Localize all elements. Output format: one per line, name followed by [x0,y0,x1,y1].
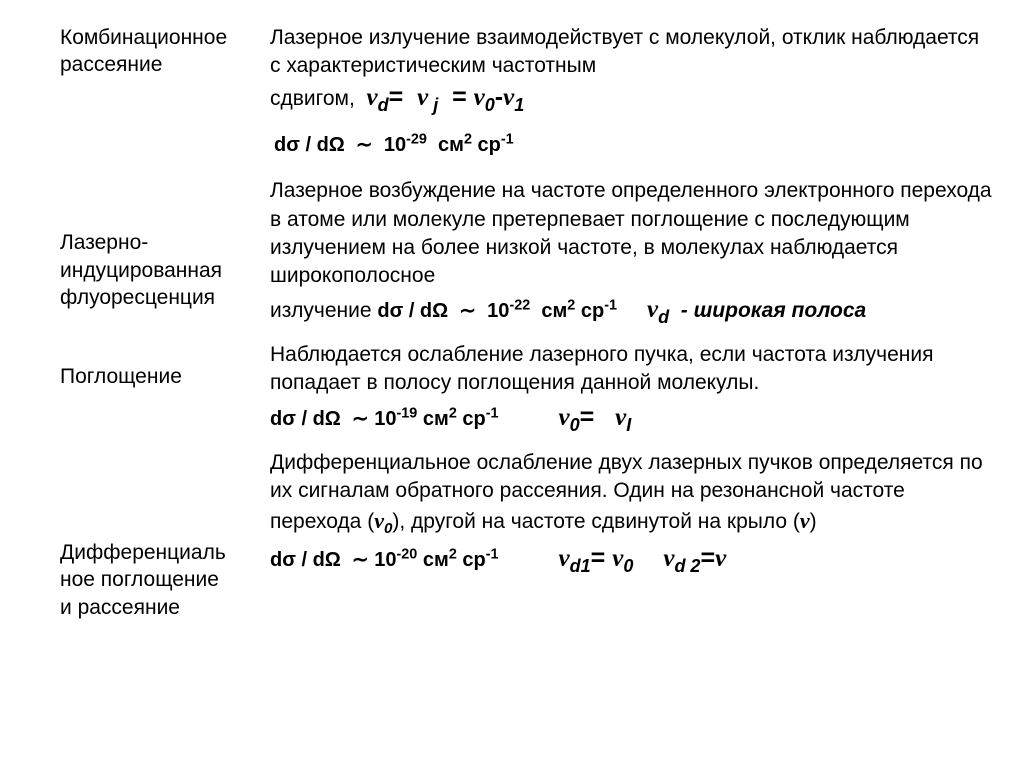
label-dial-line1: Дифференциаль [60,541,226,564]
dial-body-c: ) [810,510,817,533]
dial-body: Дифференциальное ослабление двух лазерны… [270,449,994,536]
dial-equation-2: νd 2=ν [663,542,726,576]
raman-eq-line: сдвигом, νd= ν j = ν0-ν1 [270,81,994,115]
dial-equation-1: νd1= ν0 [559,542,634,576]
dial-cs-units: см2 ср-1 [417,547,498,574]
label-raman-line1: Комбинационное [60,26,227,49]
abs-cs-units: см2 ср-1 [417,406,498,433]
label-absorption-line1: Поглощение [60,365,182,388]
content-raman: Лазерное излучение взаимодействует с мол… [270,24,994,163]
section-dial: Дифференциаль ное поглощение и рассеяние… [60,449,994,621]
lif-nu: νd [647,293,669,327]
page-root: Комбинационное рассеяние Лазерное излуче… [0,0,1024,649]
absorption-eq-line: dσ / dΩ ∼ 10-19 см2 ср-1 ν0= νI [270,401,994,435]
abs-cs-prefix: dσ / dΩ ∼ [270,406,369,433]
content-absorption: Наблюдается ослабление лазерного пучка, … [270,341,994,435]
label-lif-line3: флуоресценция [60,286,215,309]
label-dial-line3: и рассеяние [60,596,180,619]
raman-equation: νd= ν j = ν0-ν1 [366,81,524,115]
raman-body-2-prefix: сдвигом, [270,85,355,113]
dial-nu0-inline: ν [374,508,384,533]
lif-body-cont: излучение [270,297,372,325]
label-dial-line2: ное поглощение [60,568,219,591]
absorption-body: Наблюдается ослабление лазерного пучка, … [270,341,994,398]
label-dial: Дифференциаль ное поглощение и рассеяние [60,449,270,621]
abs-cs-value: 10-19 [369,406,418,433]
lif-cs-units: см2 ср-1 [536,300,617,322]
lif-cs-value: 10-22 [482,300,531,322]
raman-body-1: Лазерное излучение взаимодействует с мол… [270,24,994,81]
section-raman: Комбинационное рассеяние Лазерное излуче… [60,24,994,163]
raman-cs-value: 10-29 [378,134,427,156]
lif-body: Лазерное возбуждение на частоте определе… [270,177,994,290]
label-absorption: Поглощение [60,341,270,390]
raman-cs-units: см2 ср-1 [432,134,513,156]
label-raman-line2: рассеяние [60,53,162,76]
section-absorption: Поглощение Наблюдается ослабление лазерн… [60,341,994,435]
lif-body-cont-line: излучение dσ / dΩ ∼ 10-22 см2 ср-1 νd - … [270,293,994,327]
label-lif-line2: индуцированная [60,259,222,282]
dial-body-b: ), другой на частоте сдвинутой на крыло … [392,510,799,533]
dial-cs-value: 10-20 [369,547,418,574]
section-lif: Лазерно- индуцированная флуоресценция Ла… [60,177,994,326]
lif-nu-note: - широкая полоса [681,297,866,325]
lif-cs-prefix: dσ / dΩ ∼ [377,300,476,322]
raman-cs-prefix: dσ / dΩ ∼ [274,134,373,156]
dial-nu-inline: ν [800,508,810,533]
content-dial: Дифференциальное ослабление двух лазерны… [270,449,994,576]
label-lif: Лазерно- индуцированная флуоресценция [60,177,270,311]
raman-cross-section: dσ / dΩ ∼ 10-29 см2 ср-1 [274,132,994,159]
content-lif: Лазерное возбуждение на частоте определе… [270,177,994,326]
dial-eq-line: dσ / dΩ ∼ 10-20 см2 ср-1 νd1= ν0 νd 2=ν [270,542,994,576]
dial-cs-prefix: dσ / dΩ ∼ [270,547,369,574]
label-raman: Комбинационное рассеяние [60,24,270,79]
absorption-equation: ν0= νI [559,401,632,435]
label-lif-line1: Лазерно- [60,231,148,254]
lif-cross-section: dσ / dΩ ∼ 10-22 см2 ср-1 [377,298,617,325]
